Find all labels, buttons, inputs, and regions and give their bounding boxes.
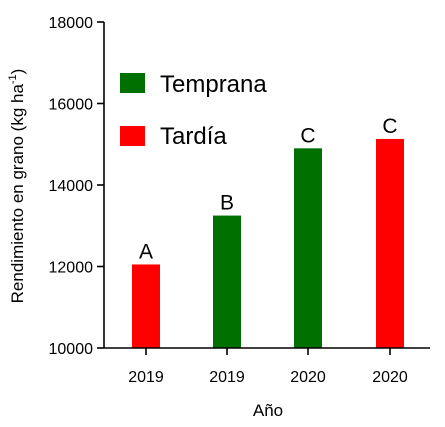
y-axis-title-main: Rendimiento en grano (kg ha <box>8 84 27 304</box>
legend-label-temprana: Temprana <box>160 71 267 98</box>
y-tick-label-1: 10000 <box>49 341 94 358</box>
significance-letter-2: B <box>220 192 234 215</box>
significance-letters-layer: A B C C <box>139 115 398 264</box>
significance-letter-3: C <box>300 124 315 147</box>
bar-3 <box>294 148 322 348</box>
x-tick-label-1: 2019 <box>128 369 164 386</box>
bar-2 <box>213 215 241 348</box>
y-tick-label-2: 12000 <box>49 260 94 277</box>
legend: Temprana Tardía <box>120 71 267 150</box>
y-tick-label-5: 18000 <box>49 15 94 32</box>
y-axis-title-close: ) <box>8 69 27 75</box>
bar-4 <box>376 138 404 348</box>
x-tick-label-3: 2020 <box>290 369 326 386</box>
y-tick-label-3: 14000 <box>49 178 94 195</box>
x-tick-label-4: 2020 <box>372 369 408 386</box>
y-axis-title-superscript: -1 <box>7 74 19 84</box>
bar-1 <box>132 264 160 348</box>
x-tick-label-2: 2019 <box>209 369 245 386</box>
y-ticks-layer: 10000 12000 14000 16000 18000 <box>49 15 104 358</box>
significance-letter-1: A <box>139 240 153 263</box>
x-axis-title: Año <box>253 401 283 420</box>
bars-layer <box>132 138 404 348</box>
legend-label-tardia: Tardía <box>160 123 227 150</box>
x-ticks-layer: 2019 2019 2020 2020 <box>128 348 408 386</box>
legend-swatch-temprana <box>120 73 145 93</box>
legend-swatch-tardia <box>120 126 145 146</box>
significance-letter-4: C <box>382 115 397 138</box>
y-axis-title: Rendimiento en grano (kg ha-1) <box>7 69 27 304</box>
y-tick-label-4: 16000 <box>49 97 94 114</box>
